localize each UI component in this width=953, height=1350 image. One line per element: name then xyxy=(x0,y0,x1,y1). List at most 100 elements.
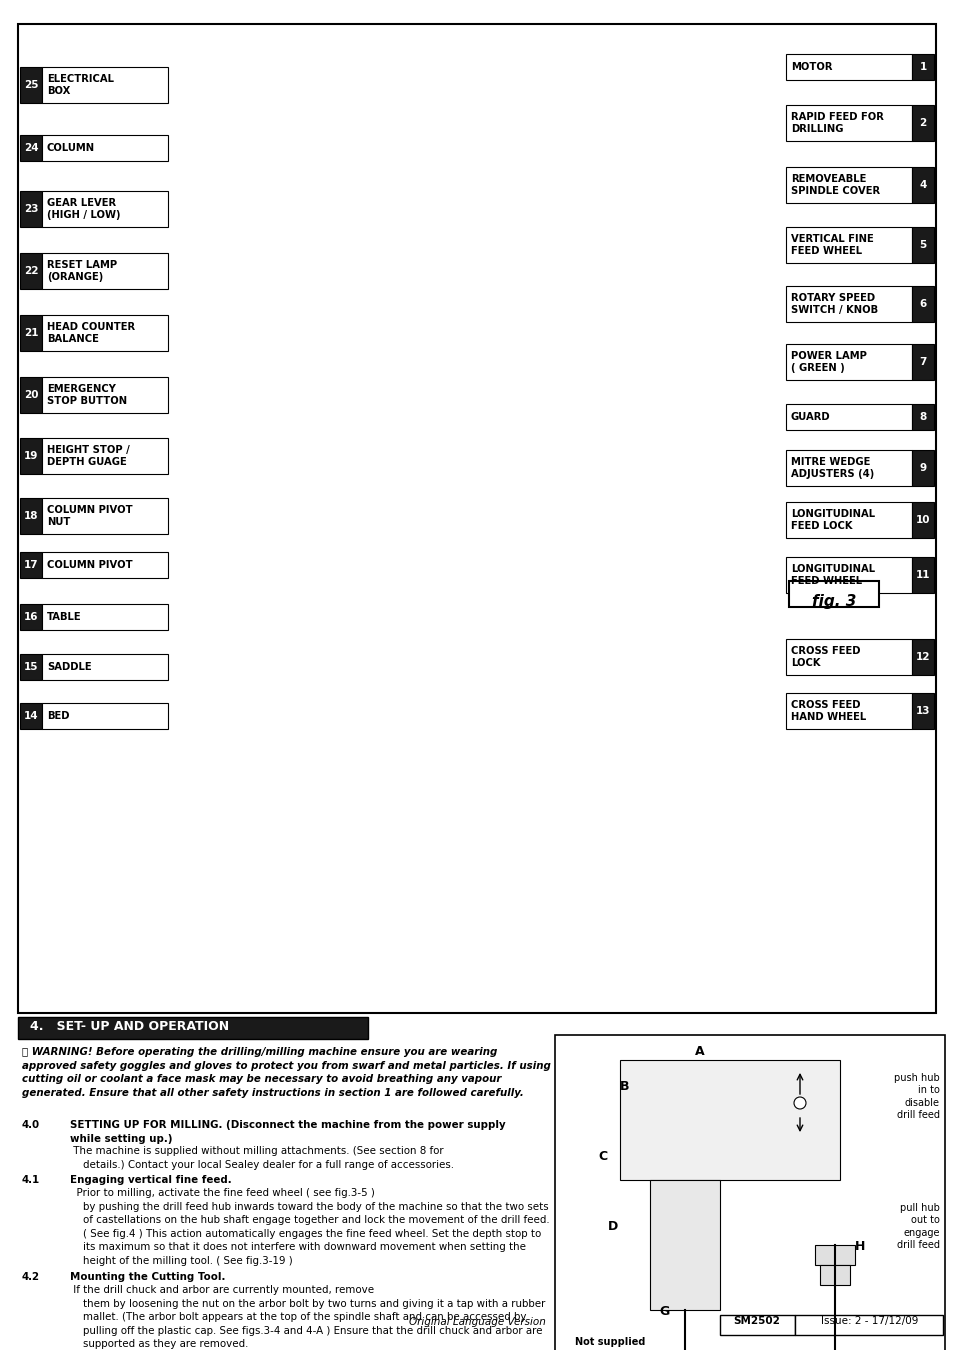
Bar xyxy=(911,227,933,262)
Bar xyxy=(20,315,42,351)
Text: 5: 5 xyxy=(919,239,925,250)
Text: 15: 15 xyxy=(24,662,38,672)
Bar xyxy=(20,135,42,161)
Text: D: D xyxy=(607,1220,618,1233)
Bar xyxy=(20,552,42,578)
Text: 22: 22 xyxy=(24,266,38,277)
Text: Mounting the Cutting Tool.: Mounting the Cutting Tool. xyxy=(70,1272,225,1282)
Text: RESET LAMP
(ORANGE): RESET LAMP (ORANGE) xyxy=(47,261,117,282)
Text: 20: 20 xyxy=(24,390,38,400)
Text: HEAD COUNTER
BALANCE: HEAD COUNTER BALANCE xyxy=(47,321,135,343)
Bar xyxy=(785,502,911,539)
Bar xyxy=(820,1265,849,1285)
Text: Not supplied: Not supplied xyxy=(575,1336,644,1347)
Bar xyxy=(785,54,911,80)
Bar xyxy=(911,450,933,486)
Text: BED: BED xyxy=(47,711,70,721)
Bar xyxy=(42,377,168,413)
Text: ⎓ WARNING! Before operating the drilling/milling machine ensure you are wearing
: ⎓ WARNING! Before operating the drilling… xyxy=(22,1048,550,1098)
Bar xyxy=(785,556,911,593)
Text: 4: 4 xyxy=(919,180,925,190)
Text: TABLE: TABLE xyxy=(47,613,82,622)
Text: 12: 12 xyxy=(915,652,929,662)
Text: C: C xyxy=(598,1150,607,1162)
Text: GEAR LEVER
(HIGH / LOW): GEAR LEVER (HIGH / LOW) xyxy=(47,198,120,220)
Text: H: H xyxy=(854,1241,864,1253)
Text: 25: 25 xyxy=(24,80,38,90)
Text: If the drill chuck and arbor are currently mounted, remove
    them by loosening: If the drill chuck and arbor are current… xyxy=(70,1285,545,1350)
Text: SADDLE: SADDLE xyxy=(47,662,91,672)
Bar xyxy=(42,315,168,351)
Text: LONGITUDINAL
FEED WHEEL: LONGITUDINAL FEED WHEEL xyxy=(790,564,874,586)
Text: 4.0: 4.0 xyxy=(22,1120,40,1130)
Text: A: A xyxy=(695,1045,704,1058)
Text: push hub
in to
disable
drill feed: push hub in to disable drill feed xyxy=(893,1073,939,1120)
Text: 6: 6 xyxy=(919,298,925,309)
Bar xyxy=(42,254,168,289)
Text: fig. 3: fig. 3 xyxy=(811,594,856,609)
Bar xyxy=(18,1017,368,1040)
Bar xyxy=(42,552,168,578)
Bar xyxy=(42,439,168,474)
Text: 18: 18 xyxy=(24,510,38,521)
Text: CROSS FEED
LOCK: CROSS FEED LOCK xyxy=(790,645,860,668)
Bar xyxy=(720,1315,794,1335)
Bar xyxy=(42,703,168,729)
Text: 23: 23 xyxy=(24,204,38,213)
Text: ROTARY SPEED
SWITCH / KNOB: ROTARY SPEED SWITCH / KNOB xyxy=(790,293,877,315)
Bar xyxy=(42,605,168,630)
Bar xyxy=(20,703,42,729)
Bar xyxy=(785,286,911,321)
Bar xyxy=(619,1060,840,1180)
Text: 10: 10 xyxy=(915,516,929,525)
Text: COLUMN PIVOT: COLUMN PIVOT xyxy=(47,560,132,570)
Text: 19: 19 xyxy=(24,451,38,462)
Bar xyxy=(785,639,911,675)
Text: 1: 1 xyxy=(919,62,925,72)
Text: Original Language Version: Original Language Version xyxy=(408,1318,545,1327)
Bar xyxy=(785,167,911,204)
Text: HEIGHT STOP /
DEPTH GUAGE: HEIGHT STOP / DEPTH GUAGE xyxy=(47,446,130,467)
Text: POWER LAMP
( GREEN ): POWER LAMP ( GREEN ) xyxy=(790,351,866,373)
Text: COLUMN: COLUMN xyxy=(47,143,95,153)
Text: 13: 13 xyxy=(915,706,929,717)
Text: 24: 24 xyxy=(24,143,38,153)
Bar xyxy=(18,24,935,1012)
Bar xyxy=(20,653,42,680)
Bar xyxy=(42,190,168,227)
Text: GUARD: GUARD xyxy=(790,412,830,421)
Bar xyxy=(649,1180,720,1310)
Bar xyxy=(42,135,168,161)
Bar xyxy=(911,502,933,539)
Bar xyxy=(814,1245,854,1265)
Bar xyxy=(911,344,933,381)
Bar xyxy=(785,227,911,262)
Text: Issue: 2 - 17/12/09: Issue: 2 - 17/12/09 xyxy=(821,1316,918,1326)
Text: Engaging vertical fine feed.: Engaging vertical fine feed. xyxy=(70,1174,232,1185)
Bar xyxy=(911,167,933,204)
Bar xyxy=(20,605,42,630)
Text: VERTICAL FINE
FEED WHEEL: VERTICAL FINE FEED WHEEL xyxy=(790,234,873,255)
Bar xyxy=(911,404,933,429)
Text: RAPID FEED FOR
DRILLING: RAPID FEED FOR DRILLING xyxy=(790,112,882,134)
Text: 17: 17 xyxy=(24,560,38,570)
Bar xyxy=(785,450,911,486)
Text: 4.1: 4.1 xyxy=(22,1174,40,1185)
Text: SM2502: SM2502 xyxy=(733,1316,780,1326)
Text: REMOVEABLE
SPINDLE COVER: REMOVEABLE SPINDLE COVER xyxy=(790,174,880,196)
Text: ELECTRICAL
BOX: ELECTRICAL BOX xyxy=(47,74,113,96)
Bar xyxy=(42,653,168,680)
Bar xyxy=(911,556,933,593)
Text: 4.2: 4.2 xyxy=(22,1272,40,1282)
Bar xyxy=(911,105,933,140)
Bar xyxy=(788,580,879,606)
Text: B: B xyxy=(619,1080,629,1094)
Bar xyxy=(42,68,168,104)
Bar xyxy=(794,1315,942,1335)
Bar xyxy=(20,439,42,474)
Text: SETTING UP FOR MILLING. (Disconnect the machine from the power supply
while sett: SETTING UP FOR MILLING. (Disconnect the … xyxy=(70,1120,505,1143)
Text: CROSS FEED
HAND WHEEL: CROSS FEED HAND WHEEL xyxy=(790,701,865,722)
Text: 4.   SET- UP AND OPERATION: 4. SET- UP AND OPERATION xyxy=(30,1021,229,1033)
Bar xyxy=(911,54,933,80)
Text: COLUMN PIVOT
NUT: COLUMN PIVOT NUT xyxy=(47,505,132,526)
